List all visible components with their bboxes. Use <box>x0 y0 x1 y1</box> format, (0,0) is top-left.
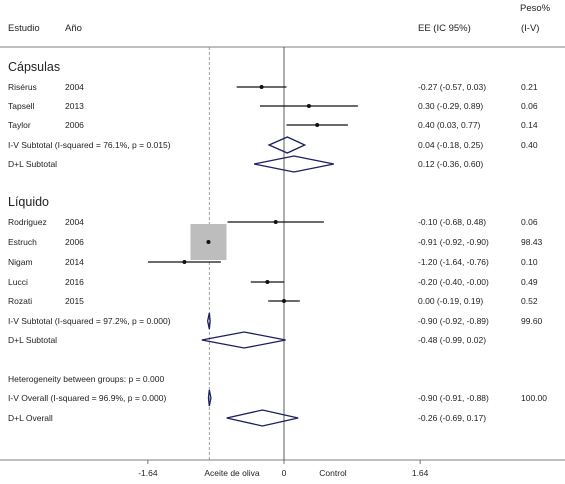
heterogeneity-text: Heterogeneity between groups: p = 0.000 <box>8 374 164 384</box>
study-weight: 0.52 <box>521 296 538 306</box>
summary-label: I-V Subtotal (I-squared = 97.2%, p = 0.0… <box>8 316 171 326</box>
study-year: 2004 <box>65 217 84 227</box>
study-year: 2014 <box>65 257 84 267</box>
study-ee-text: 0.30 (-0.29, 0.89) <box>418 101 483 111</box>
study-weight: 0.06 <box>521 217 538 227</box>
x-label-left: Aceite de oliva <box>204 468 260 478</box>
summary-label: D+L Subtotal <box>8 159 57 169</box>
summary-diamond <box>206 312 211 330</box>
summary-label: I-V Subtotal (I-squared = 76.1%, p = 0.0… <box>8 140 171 150</box>
x-label-right: Control <box>319 468 347 478</box>
summary-weight: 0.40 <box>521 140 538 150</box>
study-name: Tapsell <box>8 101 35 111</box>
study-point <box>273 220 278 224</box>
study-ee-text: -0.91 (-0.92, -0.90) <box>418 237 489 247</box>
study-point <box>182 260 187 264</box>
summary-ee-text: 0.04 (-0.18, 0.25) <box>418 140 483 150</box>
study-name: Risérus <box>8 82 37 92</box>
study-name: Taylor <box>8 120 31 130</box>
study-point <box>206 240 211 244</box>
study-weight: 0.14 <box>521 120 538 130</box>
header-year: Año <box>65 23 82 34</box>
study-name: Estruch <box>8 237 37 247</box>
x-tick-label: -1.64 <box>138 468 158 478</box>
group-title: Líquido <box>8 195 49 209</box>
study-year: 2016 <box>65 277 84 287</box>
study-name: Lucci <box>8 277 28 287</box>
study-year: 2004 <box>65 82 84 92</box>
summary-label: D+L Subtotal <box>8 335 57 345</box>
summary-weight: 100.00 <box>521 393 547 403</box>
summary-diamond <box>253 155 334 173</box>
study-ee-text: 0.40 (0.03, 0.77) <box>418 120 481 130</box>
summary-label: I-V Overall (I-squared = 96.9%, p = 0.00… <box>8 393 166 403</box>
study-weight: 0.10 <box>521 257 538 267</box>
header-weight-bottom: (I-V) <box>521 23 539 34</box>
x-tick-label: 0 <box>282 468 287 478</box>
group-title: Cápsulas <box>8 60 60 74</box>
study-year: 2013 <box>65 101 84 111</box>
study-year: 2006 <box>65 120 84 130</box>
x-tick-label: 1.64 <box>412 468 429 478</box>
summary-diamond <box>201 331 286 349</box>
study-weight: 98.43 <box>521 237 543 247</box>
summary-diamond <box>207 389 212 407</box>
study-year: 2015 <box>65 296 84 306</box>
summary-ee-text: 0.12 (-0.36, 0.60) <box>418 159 483 169</box>
study-name: Rodriguez <box>8 217 47 227</box>
summary-weight: 99.60 <box>521 316 543 326</box>
study-name: Rozati <box>8 296 32 306</box>
study-ee-text: -0.20 (-0.40, -0.00) <box>418 277 489 287</box>
forest-rows: Cápsulas Risérus 2004 -0.27 (-0.57, 0.03) 0.… <box>8 47 547 460</box>
summary-label: D+L Overall <box>8 413 53 423</box>
study-weight: 0.06 <box>521 101 538 111</box>
summary-ee-text: -0.48 (-0.99, 0.02) <box>418 335 486 345</box>
study-name: Nigam <box>8 257 33 267</box>
study-weight: 0.49 <box>521 277 538 287</box>
study-ee-text: 0.00 (-0.19, 0.19) <box>418 296 483 306</box>
summary-ee-text: -0.90 (-0.91, -0.88) <box>418 393 489 403</box>
study-point <box>259 85 264 89</box>
study-year: 2006 <box>65 237 84 247</box>
x-axis-ticks: -1.64 0 1.64 <box>138 460 429 478</box>
summary-diamond <box>267 136 307 154</box>
header-ee: EE (IC 95%) <box>418 23 471 34</box>
study-point <box>315 123 320 127</box>
study-point <box>306 104 311 108</box>
summary-diamond <box>226 409 299 427</box>
study-weight: 0.21 <box>521 82 538 92</box>
study-ee-text: -1.20 (-1.64, -0.76) <box>418 257 489 267</box>
study-ee-text: -0.10 (-0.68, 0.48) <box>418 217 486 227</box>
study-point <box>282 299 286 303</box>
study-point <box>265 280 270 284</box>
study-ee-text: -0.27 (-0.57, 0.03) <box>418 82 486 92</box>
summary-ee-text: -0.26 (-0.69, 0.17) <box>418 413 486 423</box>
header-study: Estudio <box>8 23 40 34</box>
summary-ee-text: -0.90 (-0.92, -0.89) <box>418 316 489 326</box>
header-weight-top: Peso% <box>520 3 551 14</box>
